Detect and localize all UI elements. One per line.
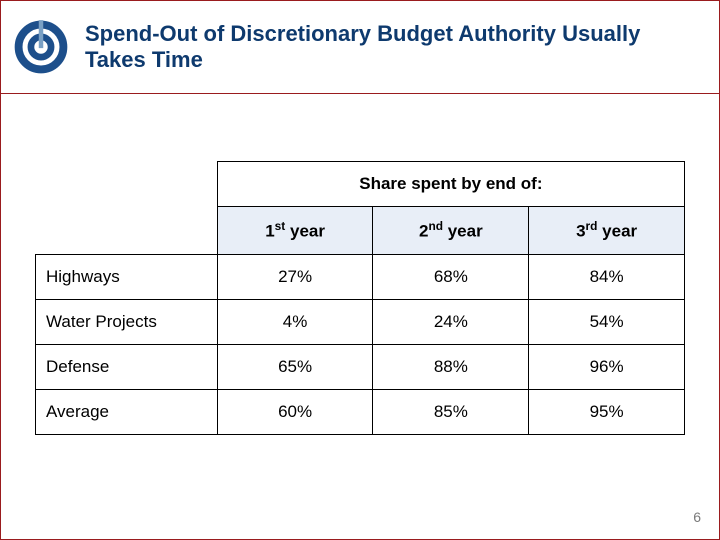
table-row: Highways 27% 68% 84%	[36, 254, 685, 299]
table-row: Defense 65% 88% 96%	[36, 344, 685, 389]
cell: 84%	[529, 254, 685, 299]
slide-title: Spend-Out of Discretionary Budget Author…	[85, 21, 707, 74]
col-header-2: 2nd year	[373, 207, 529, 255]
cell: 68%	[373, 254, 529, 299]
col-header-1: 1st year	[217, 207, 373, 255]
col-suffix: st	[275, 219, 286, 233]
cell: 60%	[217, 389, 373, 434]
table-row: Average 60% 85% 95%	[36, 389, 685, 434]
header-rule	[1, 93, 719, 94]
spend-out-table: Share spent by end of: 1st year 2nd year…	[35, 161, 685, 435]
cell: 54%	[529, 299, 685, 344]
col-word: year	[448, 222, 483, 241]
slide-header: Spend-Out of Discretionary Budget Author…	[1, 19, 719, 81]
table-spanner: Share spent by end of:	[217, 162, 684, 207]
cell: 65%	[217, 344, 373, 389]
cell: 4%	[217, 299, 373, 344]
corner-cell	[36, 162, 218, 255]
col-word: year	[602, 222, 637, 241]
col-ordinal: 1	[265, 222, 274, 241]
cell: 96%	[529, 344, 685, 389]
table-row: Water Projects 4% 24% 54%	[36, 299, 685, 344]
cell: 85%	[373, 389, 529, 434]
row-label: Highways	[36, 254, 218, 299]
cell: 24%	[373, 299, 529, 344]
data-table-container: Share spent by end of: 1st year 2nd year…	[35, 161, 685, 435]
col-suffix: nd	[428, 219, 443, 233]
col-header-3: 3rd year	[529, 207, 685, 255]
slide: Spend-Out of Discretionary Budget Author…	[0, 0, 720, 540]
col-suffix: rd	[586, 219, 598, 233]
row-label: Water Projects	[36, 299, 218, 344]
cell: 95%	[529, 389, 685, 434]
row-label: Average	[36, 389, 218, 434]
page-number: 6	[693, 509, 701, 525]
cell: 88%	[373, 344, 529, 389]
cell: 27%	[217, 254, 373, 299]
col-ordinal: 3	[576, 222, 585, 241]
org-logo-icon	[13, 19, 69, 75]
col-word: year	[290, 222, 325, 241]
row-label: Defense	[36, 344, 218, 389]
